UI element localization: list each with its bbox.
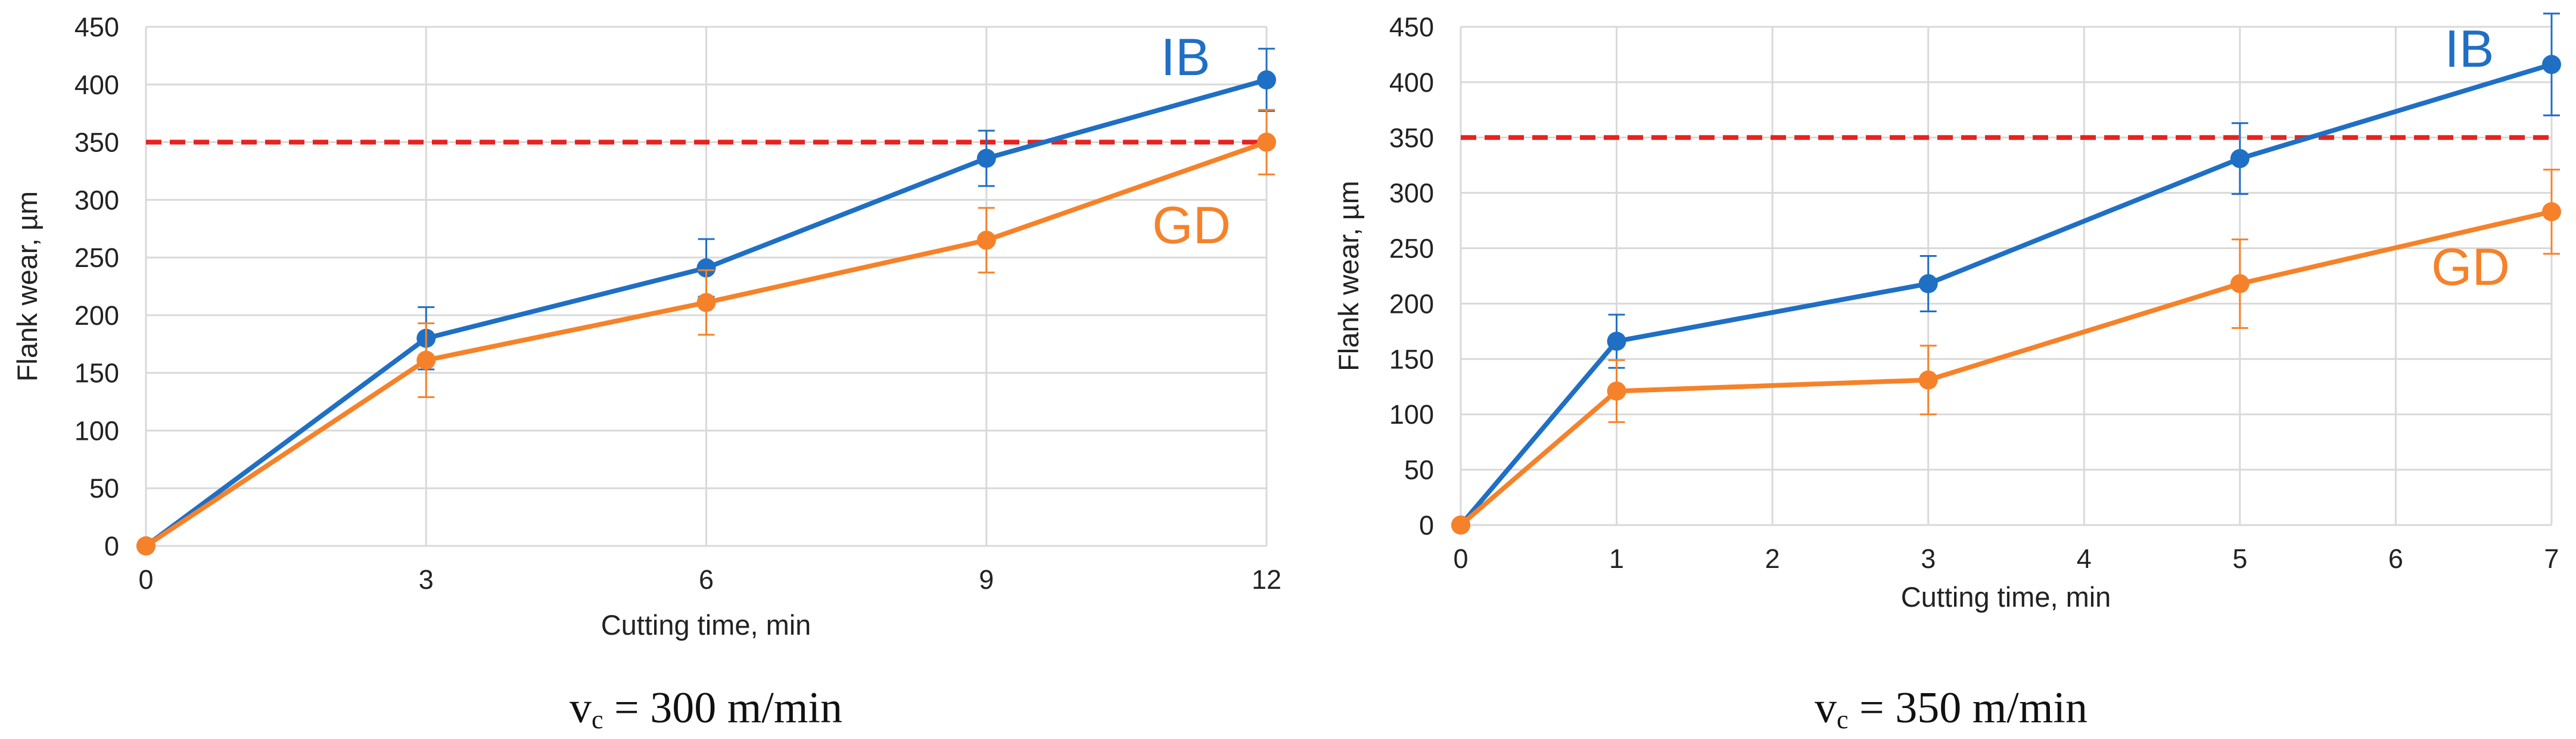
y-tick-label: 400: [1389, 67, 1434, 98]
y-tick-label: 350: [74, 128, 119, 158]
series-gd: GD: [136, 108, 1276, 555]
data-point: [1451, 516, 1470, 535]
y-tick-label: 400: [74, 70, 119, 100]
data-point: [1607, 381, 1626, 401]
data-point: [696, 258, 716, 278]
data-point: [976, 148, 996, 168]
x-tick-label: 0: [1453, 544, 1468, 574]
x-tick-label: 3: [419, 564, 434, 595]
y-tick-label: 100: [1389, 399, 1434, 430]
data-point: [1918, 274, 1938, 294]
data-point: [1257, 70, 1276, 90]
x-tick-label: 9: [979, 564, 994, 595]
x-axis-title: Cutting time, min: [601, 609, 811, 641]
x-tick-label: 6: [699, 564, 714, 595]
series-label: GD: [1152, 195, 1231, 254]
y-tick-label: 300: [1389, 178, 1434, 209]
data-point: [2230, 149, 2250, 169]
y-tick-label: 100: [74, 415, 119, 446]
data-point: [2542, 202, 2561, 222]
y-tick-label: 300: [74, 185, 119, 215]
x-tick-label: 2: [1765, 544, 1780, 574]
chart-2: 0 50 100 150 200 250 300 350 400 450 0 1 2 3 4 5 6 7 Cutti…: [1333, 12, 2561, 734]
x-tick-label: 12: [1252, 564, 1281, 595]
y-tick-label: 50: [1404, 455, 1434, 485]
y-tick-label: 250: [74, 243, 119, 273]
y-tick-label: 200: [74, 300, 119, 331]
y-tick-label: 150: [74, 358, 119, 389]
series-label: GD: [2431, 237, 2510, 296]
chart-caption: vc = 300 m/min: [570, 684, 842, 734]
series-label: IB: [1161, 27, 1210, 86]
data-point: [976, 231, 996, 250]
data-point: [2542, 55, 2561, 74]
data-point: [2230, 274, 2250, 294]
data-point: [696, 293, 716, 312]
y-tick-label: 250: [1389, 234, 1434, 264]
data-point: [1918, 370, 1938, 390]
y-tick-label: 0: [1419, 510, 1434, 541]
data-point: [1257, 132, 1276, 152]
y-axis-title: Flank wear, µm: [1333, 181, 1364, 371]
y-tick-label: 450: [1389, 12, 1434, 42]
x-tick-label: 7: [2544, 544, 2559, 574]
data-point: [416, 350, 436, 370]
series-gd: GD: [1451, 169, 2561, 535]
x-axis-title: Cutting time, min: [1901, 581, 2111, 613]
x-tick-label: 1: [1609, 544, 1624, 574]
x-tick-label: 0: [138, 564, 153, 595]
chart-caption: vc = 350 m/min: [1815, 684, 2087, 734]
y-tick-label: 50: [89, 473, 119, 504]
series-label: IB: [2444, 19, 2494, 78]
x-tick-label: 6: [2388, 544, 2403, 574]
x-tick-label: 4: [2077, 544, 2092, 574]
series-ib: IB: [1451, 13, 2561, 535]
chart-1: 0 50 100 150 200 250 300 350 400 450 0 3 6 9 12 Cutting…: [11, 12, 1281, 734]
x-tick-label: 5: [2232, 544, 2247, 574]
y-tick-label: 200: [1389, 288, 1434, 319]
series-line: [1458, 62, 2553, 527]
y-tick-label: 450: [74, 12, 119, 42]
data-point: [1607, 331, 1626, 351]
y-tick-label: 0: [104, 531, 119, 561]
data-point: [136, 536, 155, 555]
y-tick-label: 150: [1389, 344, 1434, 374]
y-tick-label: 350: [1389, 123, 1434, 153]
x-tick-label: 3: [1921, 544, 1936, 574]
y-axis-title: Flank wear, µm: [11, 191, 43, 382]
